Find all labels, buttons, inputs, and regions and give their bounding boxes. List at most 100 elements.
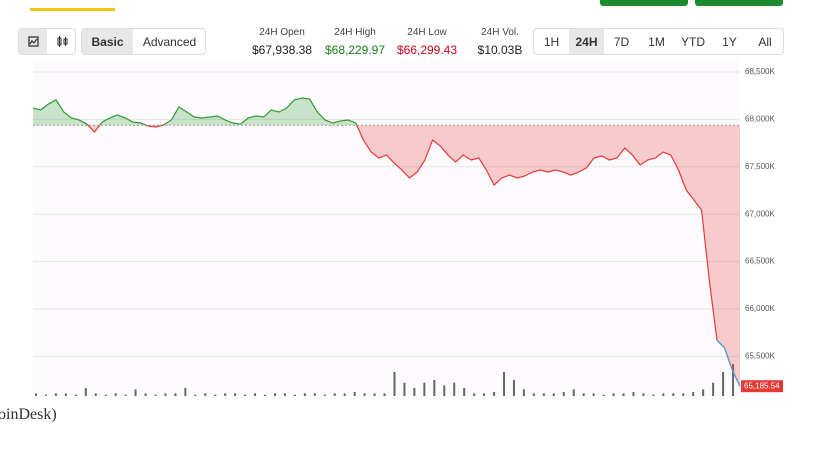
range-button[interactable]: 1H [543,34,560,49]
volume-bar [393,372,396,396]
volume-bar [124,394,127,396]
y-tick-label: 65,500K [745,352,775,361]
tab[interactable]: Markets [214,0,257,3]
volume-bar [134,389,137,396]
chart-type-toggle: Basic Advanced [81,28,206,55]
stat-value: $10.03B [477,43,523,57]
range-toggle: 1H 24H 7D 1M YTD 1Y All [533,28,784,55]
volume-bar [413,388,416,396]
range-button[interactable]: 7D [613,34,630,49]
y-tick-label: 66,000K [745,304,775,313]
volume-bar [333,393,336,396]
volume-bar [692,392,695,396]
last-price-box [741,380,783,393]
volume-bar [234,393,237,396]
range-button[interactable]: YTD [681,34,705,49]
range-button[interactable]: 24H [569,29,604,54]
tab[interactable]: Platforms [305,0,356,3]
volume-bar [602,394,605,396]
volume-bar [463,388,466,396]
volume-bar [562,392,565,396]
volume-bar [84,388,87,396]
volume-bar [244,394,247,396]
volume-bar [323,394,326,396]
y-tick-label: 66,500K [745,257,775,266]
view-toggle [18,28,76,55]
volume-bar [383,393,386,396]
volume-bar [483,393,486,396]
green-button[interactable] [695,0,783,6]
volume-bar [652,394,655,396]
stat-label: 24H Low [407,27,447,38]
candle-icon [57,36,68,47]
y-tick-label: 67,000K [745,209,775,218]
range-button[interactable]: 1Y [722,34,737,49]
volume-bar [293,394,296,396]
volume-bar [552,393,555,396]
last-segment [716,339,741,387]
green-button[interactable] [600,0,688,6]
volume-bar [283,393,286,396]
volume-bar [672,393,675,396]
y-tick-label: 68,000K [745,115,775,124]
stat-label: 24H High [334,27,376,38]
volume-bar [642,393,645,396]
volume-bar [512,380,515,396]
basic-button[interactable]: Basic [82,29,133,54]
volume-bar [622,393,625,396]
active-tab-underline [30,8,115,11]
volume-bar [303,393,306,396]
stat-value: $67,938.38 [251,43,313,57]
volume-bar [453,382,456,396]
y-tick-label: 68,500K [745,67,775,76]
volume-bar [264,394,267,396]
volume-bar [353,392,356,396]
stat-value: $68,229.97 [324,43,386,57]
volume-bar [184,388,187,396]
volume-bar [224,393,227,396]
stat-value: $66,299.43 [396,43,458,57]
volume-bar [64,393,67,396]
volume-bar [582,393,585,396]
plot-bg [33,60,740,396]
line-icon [28,36,39,47]
volume-bar [363,393,366,396]
volume-bar [373,393,376,396]
volume-bar [423,382,426,396]
volume-bar [154,394,157,396]
volume-bar [542,393,545,396]
volume-bar [443,385,446,396]
volume-bar [35,393,37,396]
volume-bar [343,393,346,396]
volume-bar [254,393,257,396]
volume-bar [44,394,47,396]
advanced-button[interactable]: Advanced [142,34,197,49]
volume-bar [662,393,665,396]
volume-bar [722,372,725,396]
candle-view-button[interactable] [48,29,76,54]
tab[interactable]: News [138,0,168,3]
volume-bar [473,393,476,396]
volume-bar [313,393,316,396]
line-view-button[interactable] [19,29,47,54]
volume-bar [204,393,207,396]
volume-bar [732,364,735,396]
volume-bar [273,393,276,396]
volume-bar [592,393,595,396]
price-line [32,97,741,387]
y-tick-label: 67,500K [745,162,775,171]
range-button[interactable]: All [758,34,772,49]
tab[interactable]: Overview [42,0,92,3]
stat: 24H High $68,229.97 [310,27,400,57]
volume-bar [702,389,705,396]
volume-bar [74,394,77,396]
volume-bar [104,394,107,396]
volume-bar [632,392,635,396]
stat-label: 24H Open [259,27,305,38]
volume-bar [433,380,436,396]
volume-bar [94,393,97,396]
stat: 24H Low $66,299.43 [382,27,472,57]
range-button[interactable]: 1M [648,34,665,49]
